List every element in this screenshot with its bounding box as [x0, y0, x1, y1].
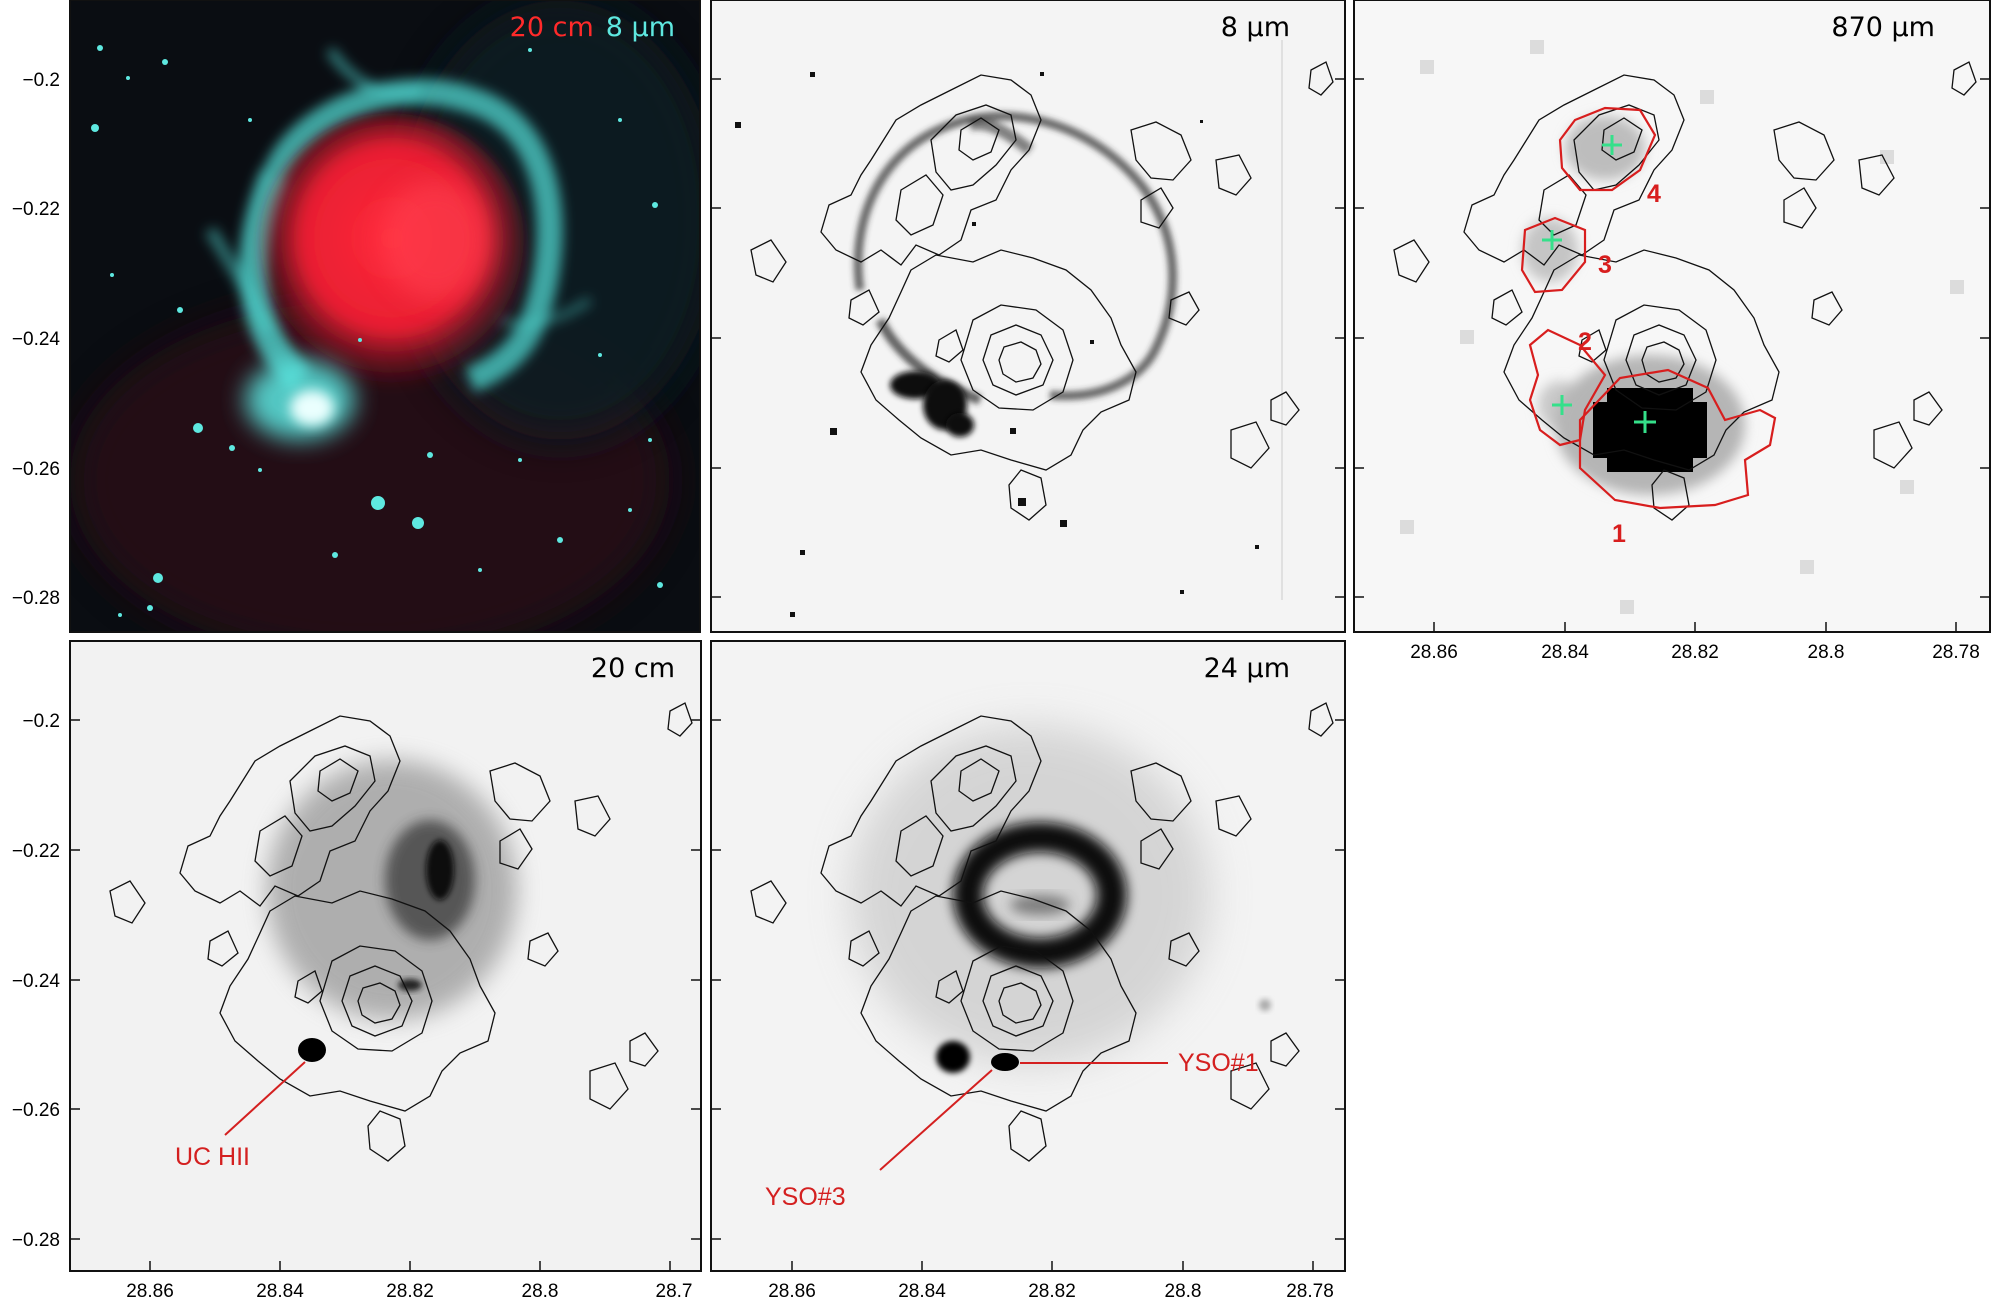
clump-label-4: 4 — [1647, 180, 1661, 208]
point-sources — [91, 45, 663, 617]
svg-text:20 cm8 μm: 20 cm 8 μm — [510, 12, 675, 43]
x-tick-label: 28.82 — [1028, 1281, 1076, 1302]
panel-24um: YSO#1 YSO#3 24 μm 28.86 28.84 28.82 28.8… — [710, 640, 1346, 1302]
x-tick-label: 28.78 — [1932, 642, 1980, 663]
x-tick-labels-d: 28.86 28.84 28.82 28.8 28.7 — [126, 1281, 692, 1302]
8um-shell — [853, 111, 1178, 405]
ticks-d — [70, 719, 701, 1271]
x-tick-label: 28.82 — [1671, 642, 1719, 663]
24um-uc-hii — [936, 1041, 970, 1073]
24um-yso — [991, 1053, 1019, 1071]
label-24um-panel: 24 μm — [1204, 653, 1290, 684]
x-tick-label: 28.84 — [1541, 642, 1589, 663]
y-tick-label: −0.22 — [12, 841, 60, 862]
870um-clump-boundaries — [1520, 106, 1777, 510]
8um-pdr-knot — [890, 371, 974, 437]
y-tick-label: −0.28 — [12, 1230, 60, 1251]
x-tick-label: 28.82 — [386, 1281, 434, 1302]
label-8um-panel: 8 μm — [1221, 12, 1290, 43]
annotation-uc-hii: UC HII — [175, 1143, 250, 1171]
y-tick-label: −0.26 — [12, 459, 60, 480]
8um-stars — [735, 72, 1259, 617]
y-tick-label: −0.24 — [12, 329, 61, 350]
ticks-b — [711, 78, 1345, 598]
uc-hii-source — [298, 1038, 326, 1062]
ticks-c — [1354, 78, 1990, 632]
y-tick-label: −0.22 — [12, 199, 60, 220]
clump-label-3: 3 — [1598, 251, 1612, 279]
label-20cm-panel: 20 cm — [591, 653, 675, 684]
label-870um-panel: 870 μm — [1831, 12, 1935, 43]
y-tick-label: −0.26 — [12, 1100, 60, 1121]
ticks-e — [711, 719, 1345, 1271]
clump-label-1: 1 — [1612, 520, 1626, 548]
y-tick-labels-bottom: −0.2 −0.22 −0.24 −0.26 −0.28 — [12, 711, 61, 1251]
x-tick-label: 28.84 — [256, 1281, 304, 1302]
y-tick-label: −0.24 — [12, 971, 61, 992]
y-tick-labels-top: −0.2 −0.22 −0.24 −0.26 −0.28 — [12, 70, 61, 609]
x-tick-label: 28.84 — [898, 1281, 946, 1302]
uc-hii-pointer — [224, 1061, 306, 1136]
clump-label-2: 2 — [1578, 328, 1592, 356]
label-20cm: 20 cm — [510, 12, 594, 43]
x-tick-labels-c: 28.86 28.84 28.82 28.8 28.78 — [1410, 642, 1980, 663]
24um-ring — [953, 822, 1127, 968]
annotation-yso1: YSO#1 — [1178, 1049, 1259, 1077]
x-tick-label: 28.78 — [1286, 1281, 1334, 1302]
x-tick-labels-e: 28.86 28.84 28.82 28.8 28.78 — [768, 1281, 1334, 1302]
x-tick-label: 28.86 — [1410, 642, 1458, 663]
yso3-pointer — [879, 1069, 993, 1171]
y-tick-label: −0.28 — [12, 588, 60, 609]
panel-8um: 8 μm — [710, 0, 1346, 633]
x-tick-label: 28.86 — [768, 1281, 816, 1302]
panel-composite: 20 cm 8 μm — [69, 0, 701, 633]
panel-870um: 1 2 3 4 870 μm 28.86 28.84 28.82 28.8 28… — [1353, 0, 1991, 663]
x-tick-label: 28.8 — [522, 1281, 559, 1302]
panel-20cm: UC HII 20 cm 28.86 28.84 28.82 28.8 28.7 — [69, 640, 702, 1302]
annotation-yso3: YSO#3 — [765, 1183, 846, 1211]
x-tick-label: 28.86 — [126, 1281, 174, 1302]
x-tick-label: 28.8 — [1165, 1281, 1202, 1302]
peak-markers — [1542, 135, 1656, 433]
x-tick-label: 28.7 — [656, 1281, 693, 1302]
cyan-shell — [205, 47, 593, 393]
870um-pixel-noise — [1400, 40, 1964, 614]
bright-knot — [245, 360, 355, 440]
x-tick-label: 28.8 — [1808, 642, 1845, 663]
label-8um: 8 μm — [606, 12, 675, 43]
y-tick-label: −0.2 — [22, 711, 60, 732]
y-tick-label: −0.2 — [22, 70, 60, 91]
